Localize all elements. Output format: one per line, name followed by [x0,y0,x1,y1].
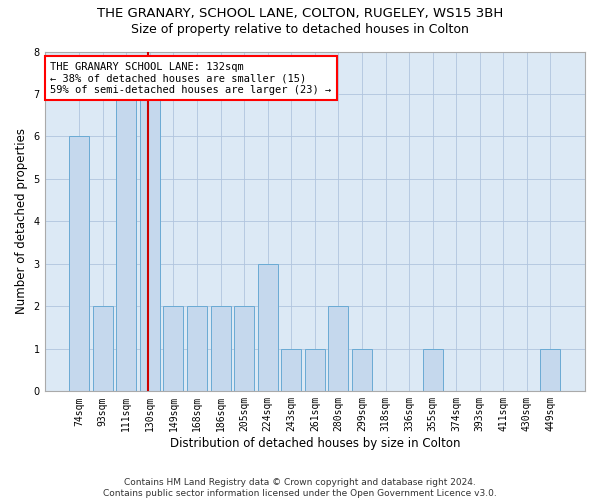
Bar [93,306,113,392]
Bar [211,306,230,392]
Bar [305,349,325,392]
Bar [234,306,254,392]
Bar [541,349,560,392]
Bar [187,306,207,392]
Bar [163,306,184,392]
Bar [352,349,372,392]
Bar [69,136,89,392]
Text: THE GRANARY SCHOOL LANE: 132sqm
← 38% of detached houses are smaller (15)
59% of: THE GRANARY SCHOOL LANE: 132sqm ← 38% of… [50,62,331,95]
Text: Contains HM Land Registry data © Crown copyright and database right 2024.
Contai: Contains HM Land Registry data © Crown c… [103,478,497,498]
Bar [328,306,349,392]
Text: THE GRANARY, SCHOOL LANE, COLTON, RUGELEY, WS15 3BH: THE GRANARY, SCHOOL LANE, COLTON, RUGELE… [97,8,503,20]
X-axis label: Distribution of detached houses by size in Colton: Distribution of detached houses by size … [170,437,460,450]
Y-axis label: Number of detached properties: Number of detached properties [15,128,28,314]
Bar [422,349,443,392]
Bar [258,264,278,392]
Bar [140,94,160,392]
Bar [116,94,136,392]
Text: Size of property relative to detached houses in Colton: Size of property relative to detached ho… [131,22,469,36]
Bar [281,349,301,392]
